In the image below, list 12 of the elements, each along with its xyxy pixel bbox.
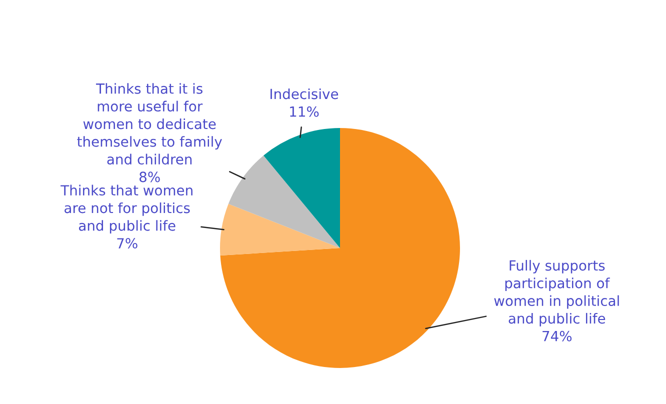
slice-label: Thinks that it is more useful for women to dedicate themselves to family and children bbox=[77, 83, 222, 165]
pie-slice bbox=[220, 128, 460, 368]
data-label: 74% bbox=[542, 330, 572, 342]
slice-label: Fully supports participation of women in political and public life bbox=[494, 260, 619, 326]
pie-slice bbox=[228, 156, 340, 248]
pie-slice bbox=[264, 128, 340, 248]
data-label: 8% bbox=[140, 172, 160, 182]
slice-label: Indecisive bbox=[270, 88, 338, 100]
data-label: 7% bbox=[117, 238, 138, 249]
pie-slice bbox=[220, 204, 340, 256]
slice-label: Thinks that women are not for politics and public life bbox=[60, 184, 192, 234]
data-label: 11% bbox=[290, 106, 319, 117]
